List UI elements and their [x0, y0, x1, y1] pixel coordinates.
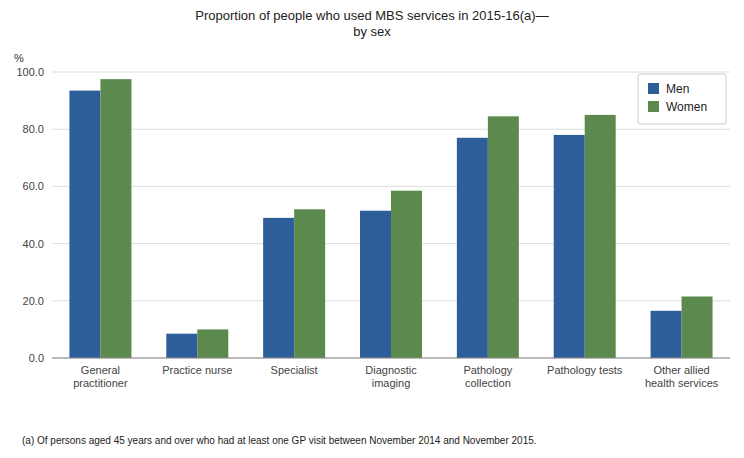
x-tick-label: Specialist	[271, 364, 318, 376]
bars	[69, 79, 712, 358]
chart: Proportion of people who used MBS servic…	[0, 0, 744, 458]
bar	[263, 218, 294, 358]
text-line: imaging	[372, 377, 411, 389]
title: Proportion of people who used MBS servic…	[195, 8, 548, 39]
grid-line	[52, 186, 730, 187]
y-axis-label: %	[14, 52, 24, 64]
legend-label: Men	[666, 82, 689, 96]
x-tick-label: Practice nurse	[162, 364, 232, 376]
bar	[488, 116, 519, 358]
text-line: Specialist	[271, 364, 318, 376]
grid-line	[52, 129, 730, 130]
grid-line	[52, 358, 730, 359]
legend-swatch	[648, 101, 659, 112]
legend-box	[638, 74, 726, 124]
legend: Men Women	[638, 74, 726, 124]
text-line: General	[81, 364, 120, 376]
bar	[166, 334, 197, 358]
legend-label: Women	[666, 100, 707, 114]
text-line: Pathology	[463, 364, 512, 376]
bar	[100, 79, 131, 358]
text-line: health services	[645, 377, 719, 389]
text-line: Diagnostic	[365, 364, 417, 376]
bar	[69, 91, 100, 358]
y-tick-label: 20.0	[23, 295, 44, 307]
x-tick-label: Pathologycollection	[463, 364, 512, 389]
x-tick-label: Diagnosticimaging	[365, 364, 417, 389]
bar	[585, 115, 616, 358]
bar	[682, 297, 713, 358]
bar	[197, 329, 228, 358]
bar	[294, 209, 325, 358]
text-line: Other allied	[653, 364, 709, 376]
y-tick-label: 60.0	[23, 180, 44, 192]
text-line: practitioner	[73, 377, 128, 389]
grid	[52, 72, 730, 358]
y-tick-label: 100.0	[16, 66, 44, 78]
bar	[360, 211, 391, 358]
text-line: by sex	[353, 24, 391, 39]
x-tick-label: Other alliedhealth services	[645, 364, 719, 389]
x-tick-label: Pathology tests	[547, 364, 623, 376]
y-tick-label: 80.0	[23, 123, 44, 135]
x-axis-line	[52, 358, 730, 359]
text-line: Pathology tests	[547, 364, 623, 376]
bar	[457, 138, 488, 358]
text-line: Practice nurse	[162, 364, 232, 376]
grid-line	[52, 72, 730, 73]
bar	[651, 311, 682, 358]
x-tick-label: Generalpractitioner	[73, 364, 128, 389]
text-line: collection	[465, 377, 511, 389]
bar	[391, 191, 422, 358]
y-tick-label: 40.0	[23, 238, 44, 250]
bar	[554, 135, 585, 358]
footnote: (a) Of persons aged 45 years and over wh…	[22, 435, 537, 446]
y-tick-label: 0.0	[29, 352, 44, 364]
text-line: Proportion of people who used MBS servic…	[195, 8, 548, 23]
legend-swatch	[648, 83, 659, 94]
